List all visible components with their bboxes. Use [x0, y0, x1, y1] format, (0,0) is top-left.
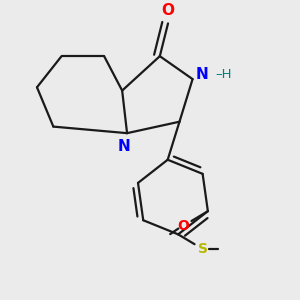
Text: O: O [161, 3, 175, 18]
Text: N: N [196, 67, 209, 82]
Text: O: O [177, 219, 189, 233]
Text: N: N [117, 139, 130, 154]
Text: –H: –H [215, 68, 232, 81]
Text: S: S [198, 242, 208, 256]
